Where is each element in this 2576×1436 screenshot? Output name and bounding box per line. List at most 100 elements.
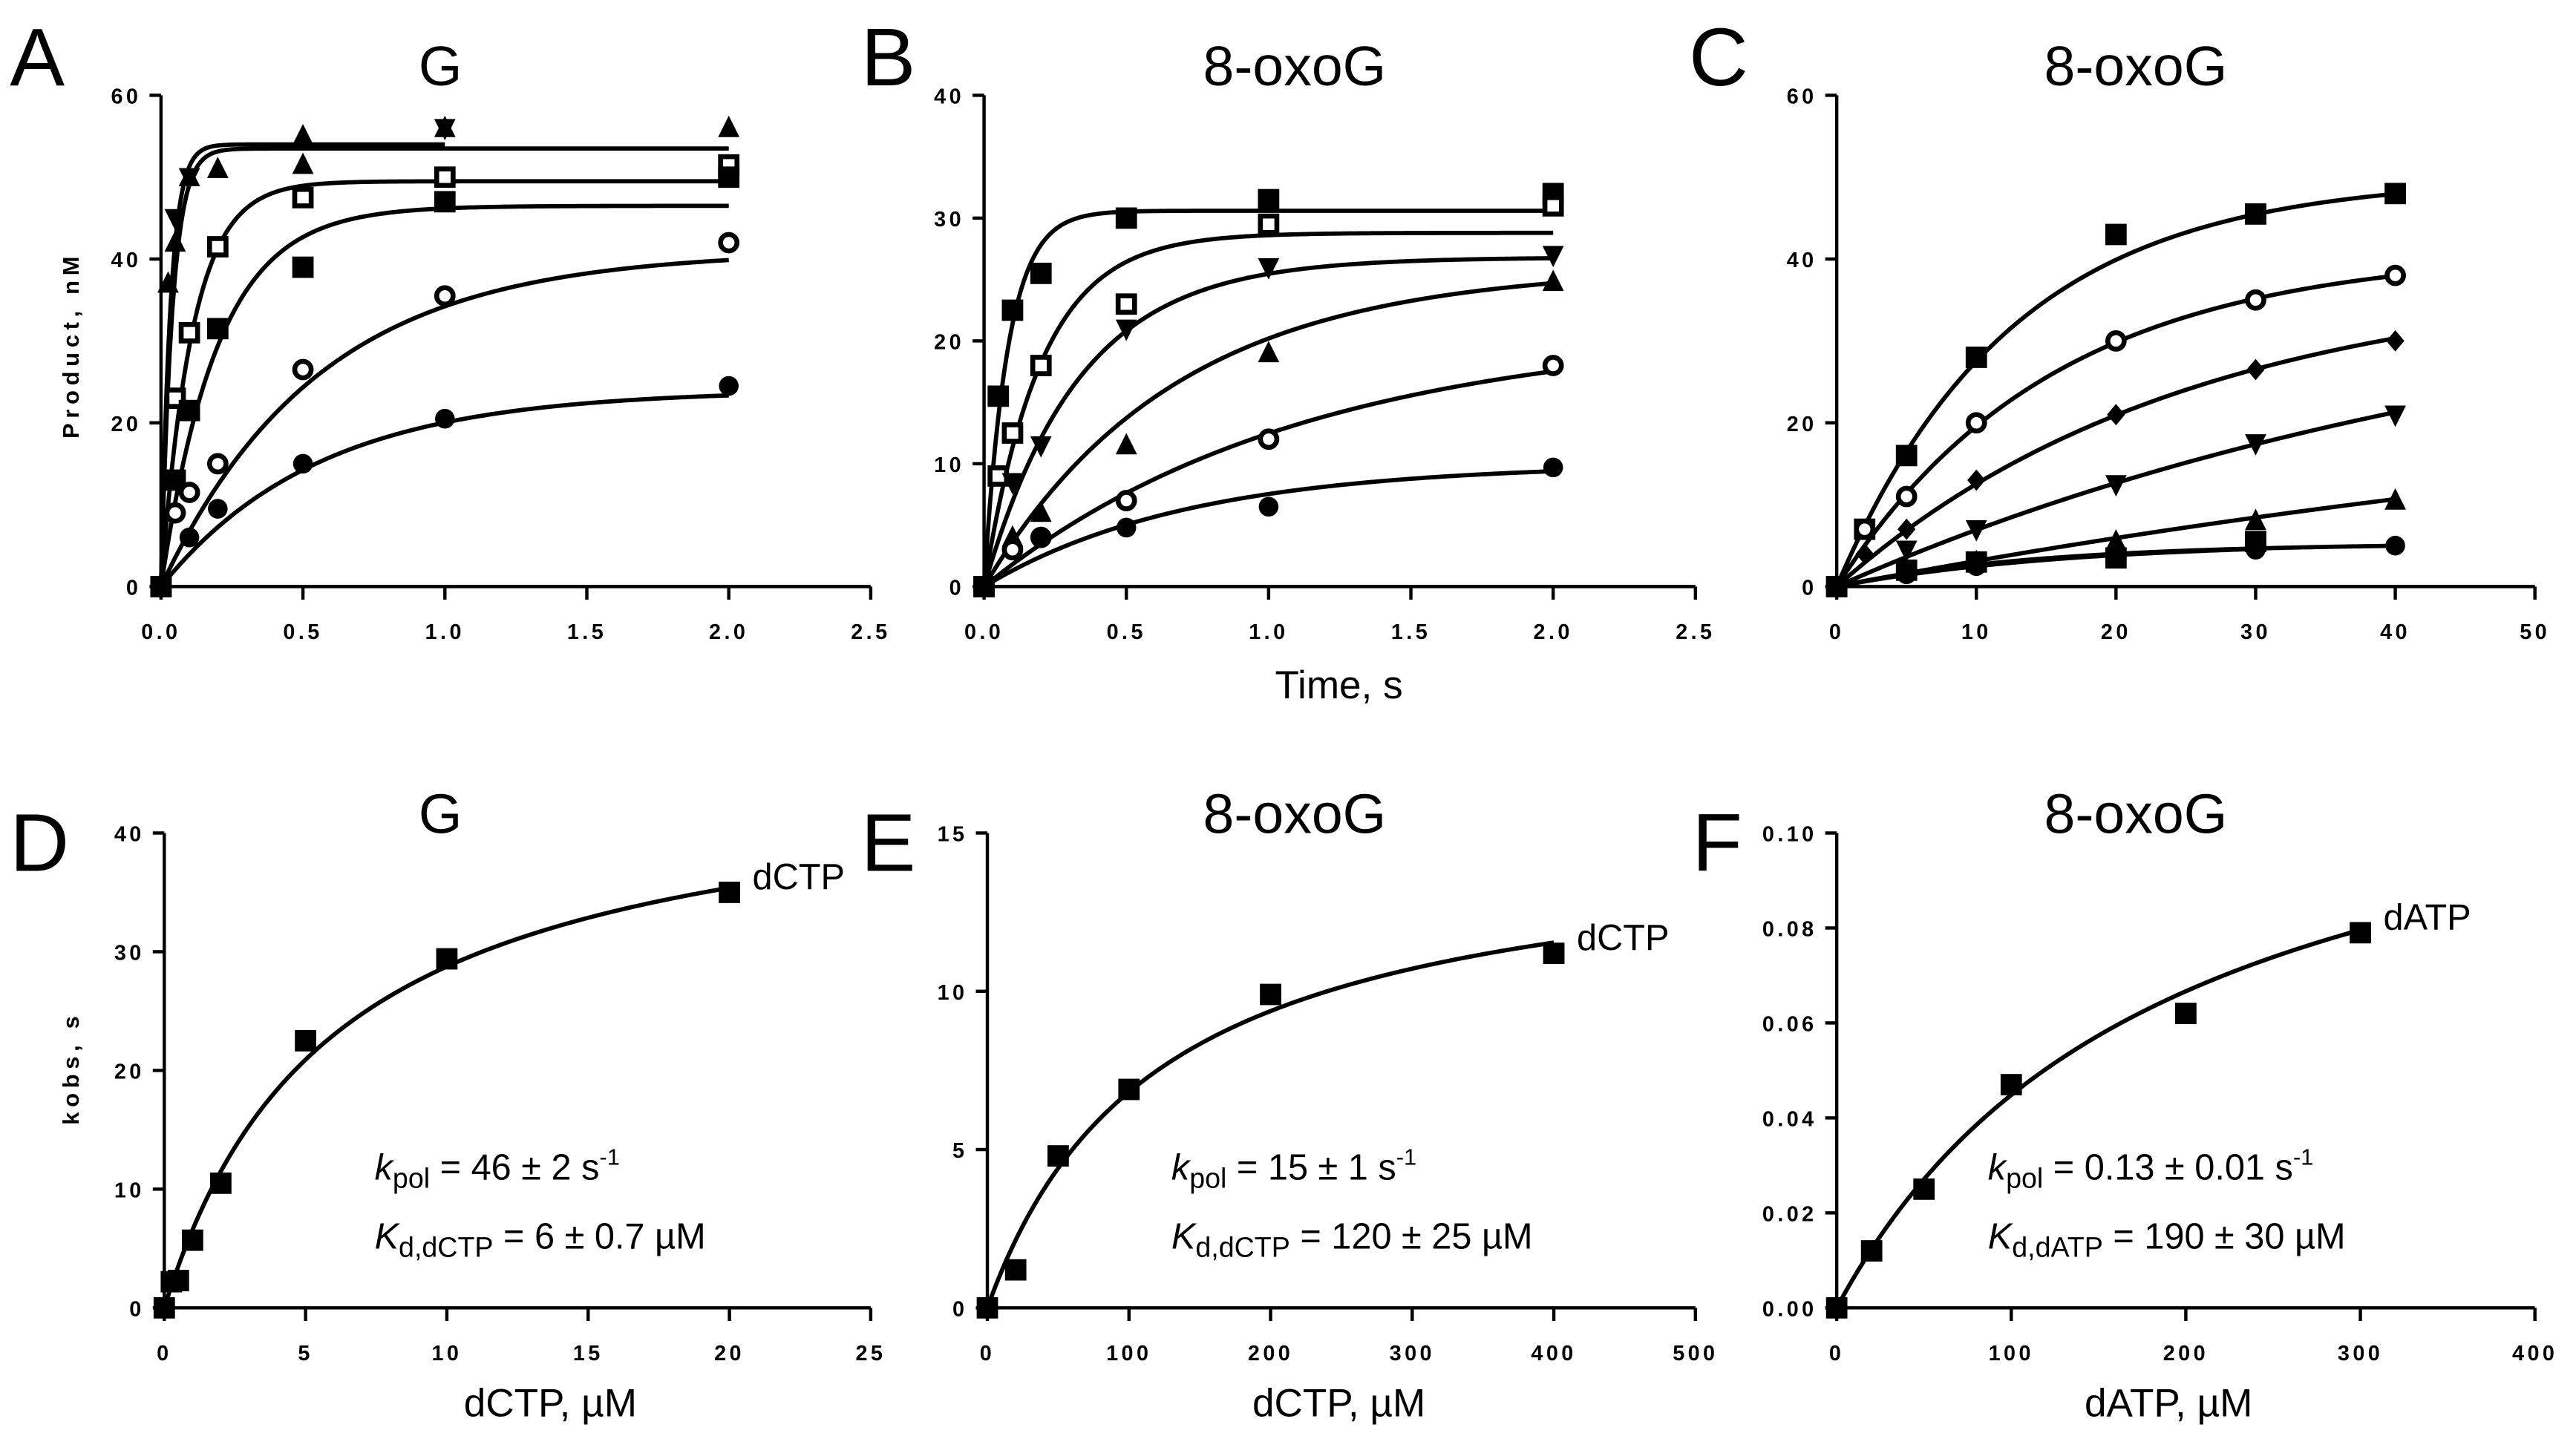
x-tick-label: 0.5 xyxy=(1107,620,1146,644)
data-point-inverted-triangle xyxy=(1115,319,1137,341)
data-point-open-circle xyxy=(178,482,200,503)
data-point-square xyxy=(210,1172,232,1194)
panel-title: 8-oxoG xyxy=(1203,35,1386,97)
superscript: -1 xyxy=(599,1144,620,1170)
data-point-square xyxy=(718,166,740,188)
symbol: K xyxy=(375,1217,401,1257)
value: = 15 ± 1 s xyxy=(1226,1148,1396,1188)
data-point-square xyxy=(2105,223,2127,246)
x-tick-label: 300 xyxy=(1390,1342,1435,1365)
value: = 6 ± 0.7 µM xyxy=(494,1217,706,1257)
symbol: k xyxy=(1171,1148,1191,1188)
data-point-open-square xyxy=(1258,213,1280,235)
x-tick-label: 2.0 xyxy=(709,620,748,644)
data-point-diamond xyxy=(1855,542,1874,565)
x-tick-label: 200 xyxy=(1248,1342,1293,1365)
data-point-triangle xyxy=(1030,500,1052,522)
data-point-square xyxy=(292,256,314,278)
series-label: dATP xyxy=(2384,897,2471,937)
data-point-diamond xyxy=(1967,469,1986,491)
y-tick-label: 0.10 xyxy=(1762,823,1817,847)
data-point-square xyxy=(434,191,456,213)
x-tick-label: 5 xyxy=(298,1342,313,1365)
data-point-triangle xyxy=(2105,529,2127,551)
y-tick-label: 0 xyxy=(952,1297,967,1321)
panel-title: 8-oxoG xyxy=(1203,782,1386,845)
data-point-square xyxy=(436,948,458,970)
y-tick-label: 0.00 xyxy=(1762,1297,1817,1321)
data-point-inverted-triangle xyxy=(1030,436,1052,458)
data-point-open-square xyxy=(434,166,456,188)
fit-curve xyxy=(982,281,1554,588)
panel-label: E xyxy=(861,797,916,888)
data-point-open-square xyxy=(178,321,200,344)
data-point-square xyxy=(1543,942,1565,964)
panel-c: C 8-oxoG 0 10 20 30 40 50 0 20 40 60 xyxy=(1689,12,2547,644)
data-point-triangle xyxy=(292,152,314,174)
data-point-circle xyxy=(435,408,455,429)
data-point-square xyxy=(1030,262,1052,284)
data-point-square xyxy=(1118,1078,1140,1101)
kpol-annotation: kpol = 15 ± 1 s-1 xyxy=(1171,1144,1416,1194)
value: = 120 ± 25 µM xyxy=(1290,1217,1533,1257)
data-point-diamond xyxy=(2107,404,2125,426)
x-tick-label: 200 xyxy=(2163,1342,2209,1365)
series-4 xyxy=(150,166,740,597)
x-tick-label: 20 xyxy=(714,1342,745,1365)
data-point-circle xyxy=(1030,527,1051,548)
data-point-open-circle xyxy=(2245,289,2266,311)
x-axis-label: dATP, µM xyxy=(2085,1381,2252,1425)
x-tick-label: 0.0 xyxy=(141,620,180,644)
data-point-triangle xyxy=(292,123,314,145)
x-tick-label: 1.0 xyxy=(425,620,465,644)
series-6 xyxy=(151,376,739,597)
x-tick-label: 2.0 xyxy=(1534,620,1573,644)
kd-annotation: Kd,dATP = 190 ± 30 µM xyxy=(1988,1217,2346,1263)
y-tick-label: 40 xyxy=(114,823,145,847)
series-label: dCTP xyxy=(753,857,845,897)
y-tick-label: 40 xyxy=(1787,249,1817,272)
data-point-circle xyxy=(2385,535,2405,556)
data-point-open-square xyxy=(1542,194,1564,217)
x-tick-label: 0.5 xyxy=(283,620,322,644)
data-point-open-square xyxy=(1115,293,1137,315)
y-tick-label: 0.04 xyxy=(1762,1107,1817,1131)
y-tick-label: 0.06 xyxy=(1762,1012,1817,1036)
value: = 46 ± 2 s xyxy=(430,1148,599,1188)
data-point-open-circle xyxy=(1895,485,1918,508)
superscript: -1 xyxy=(1396,1144,1417,1170)
data-point-circle xyxy=(292,453,313,474)
data-point-open-square xyxy=(206,236,229,258)
series-1 xyxy=(973,183,1564,597)
subscript: pol xyxy=(1189,1163,1226,1194)
data-point-inverted-triangle xyxy=(2384,405,2406,427)
x-axis-label: Time, s xyxy=(1275,663,1403,707)
data-point-diamond xyxy=(2386,330,2405,352)
panel-label: A xyxy=(10,12,65,103)
fit-curve xyxy=(983,469,1554,589)
symbol: K xyxy=(1171,1217,1197,1257)
fit-curve xyxy=(1834,191,2396,588)
panel-a: A G 0.0 0.5 1.0 1.5 2.0 2.5 0 20 40 60 Product, nM xyxy=(10,12,890,644)
x-tick-label: 0 xyxy=(980,1342,995,1365)
data-point-triangle xyxy=(206,157,229,178)
y-tick-label: 0 xyxy=(1802,576,1817,600)
data-point-inverted-triangle xyxy=(1542,246,1564,268)
data-point-square xyxy=(1047,1145,1069,1167)
symbol: K xyxy=(1988,1217,2014,1257)
data-point-square xyxy=(1913,1178,1935,1200)
fit-curve xyxy=(158,142,445,587)
data-point-open-circle xyxy=(1001,539,1024,561)
x-tick-label: 25 xyxy=(855,1342,886,1365)
value: = 0.13 ± 0.01 s xyxy=(2043,1148,2293,1188)
x-tick-label: 2.5 xyxy=(851,620,890,644)
data-point-open-circle xyxy=(434,285,456,307)
y-tick-label: 60 xyxy=(1787,85,1817,108)
data-point-square xyxy=(206,318,229,340)
data-point-open-circle xyxy=(164,502,186,524)
data-point-triangle xyxy=(1542,269,1564,292)
y-tick-label: 20 xyxy=(114,1060,145,1083)
data-point-square xyxy=(976,1296,998,1319)
y-tick-label: 60 xyxy=(111,85,141,108)
